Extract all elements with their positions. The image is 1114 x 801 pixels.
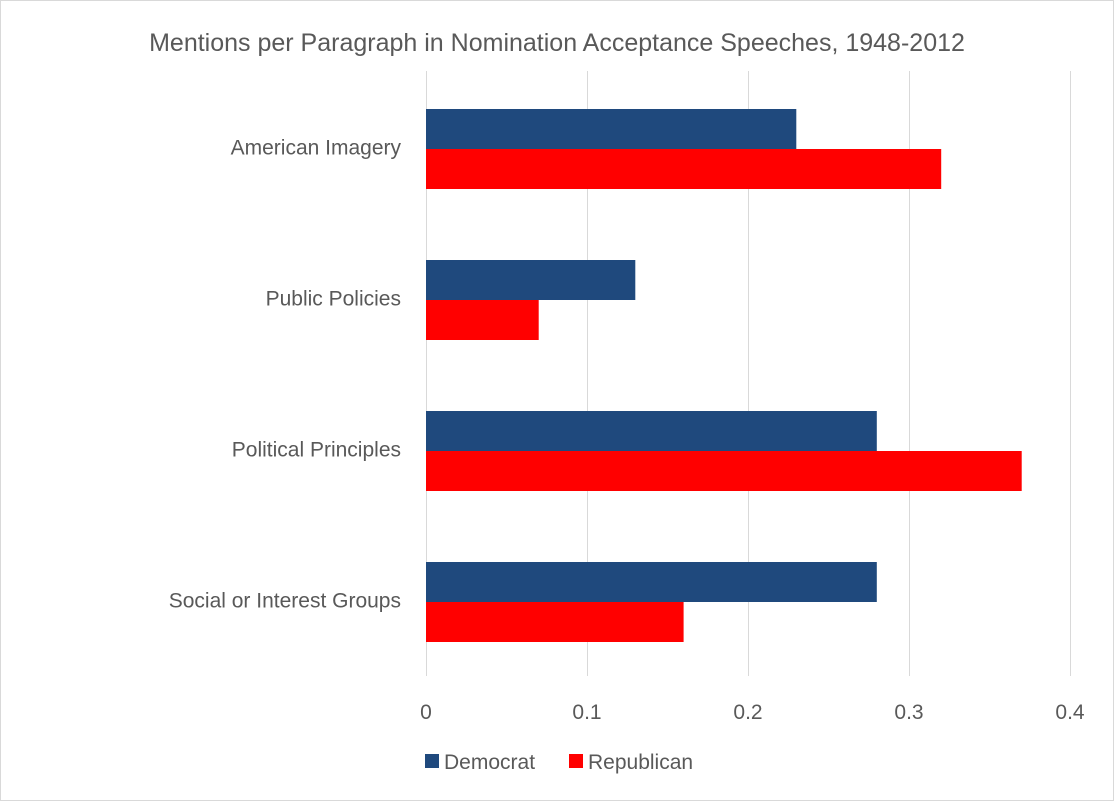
bar-democrat-public-policies (426, 260, 636, 300)
legend-label-republican: Republican (588, 751, 693, 774)
chart-title: Mentions per Paragraph in Nomination Acc… (149, 29, 965, 57)
bar-republican-public-policies (426, 300, 539, 340)
category-labels: American Imagery Public Policies Political… (169, 137, 402, 613)
category-label-american-imagery: American Imagery (231, 137, 402, 160)
category-label-public-policies: Public Policies (266, 288, 401, 311)
x-tick-label-0-3: 0.3 (894, 701, 923, 724)
legend-swatch-democrat (425, 754, 439, 768)
bar-republican-american-imagery (426, 149, 942, 189)
x-tick-label-0-4: 0.4 (1055, 701, 1085, 724)
bar-republican-political-principles (426, 451, 1022, 491)
x-tick-label-0-1: 0.1 (572, 701, 601, 724)
category-label-political-principles: Political Principles (232, 439, 401, 462)
bars (426, 109, 1022, 642)
x-tick-label-0: 0 (420, 701, 432, 724)
bar-republican-social-or-interest-groups (426, 602, 684, 642)
bar-democrat-american-imagery (426, 109, 797, 149)
x-tick-labels: 0 0.1 0.2 0.3 0.4 (420, 701, 1085, 724)
bar-democrat-political-principles (426, 411, 877, 451)
legend-swatch-republican (569, 754, 583, 768)
legend: Democrat Republican (425, 751, 693, 774)
x-tick-label-0-2: 0.2 (733, 701, 762, 724)
bar-democrat-social-or-interest-groups (426, 562, 877, 602)
legend-label-democrat: Democrat (444, 751, 535, 774)
category-label-social-or-interest-groups: Social or Interest Groups (169, 590, 401, 613)
